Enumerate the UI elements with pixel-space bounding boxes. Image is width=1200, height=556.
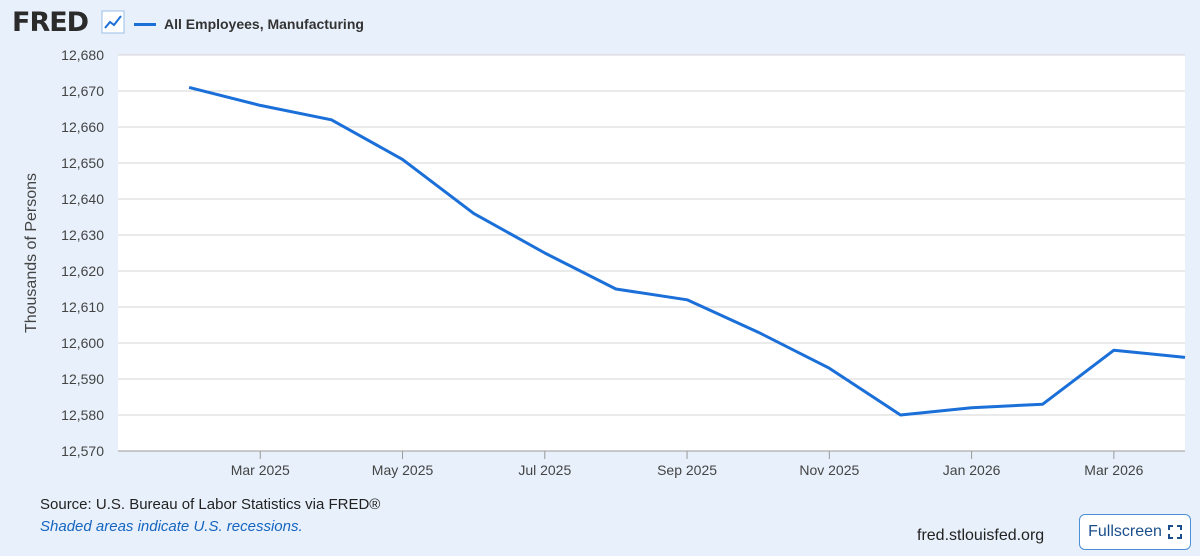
- line-chart-icon: [101, 10, 125, 34]
- data-point[interactable]: [254, 99, 266, 111]
- data-point[interactable]: [1108, 344, 1120, 356]
- fullscreen-label: Fullscreen: [1088, 523, 1162, 540]
- x-tick-label: Jan 2026: [943, 462, 1001, 478]
- data-point[interactable]: [1179, 351, 1191, 363]
- data-point[interactable]: [823, 362, 835, 374]
- data-point[interactable]: [752, 326, 764, 338]
- y-tick-label: 12,670: [61, 83, 104, 99]
- data-point[interactable]: [183, 81, 195, 93]
- data-point[interactable]: [1037, 398, 1049, 410]
- y-tick-label: 12,600: [61, 335, 104, 351]
- y-tick-label: 12,660: [61, 119, 104, 135]
- y-axis-label: Thousands of Persons: [23, 173, 40, 333]
- y-tick-label: 12,650: [61, 155, 104, 171]
- line-chart: 12,570 12,580 12,590 12,600 12,610 12,620 12,6…: [23, 47, 1191, 478]
- data-point[interactable]: [894, 409, 906, 421]
- fred-logo[interactable]: FRED: [12, 7, 89, 38]
- x-tick-label: May 2025: [372, 462, 434, 478]
- data-point[interactable]: [966, 402, 978, 414]
- expand-icon: [1167, 525, 1182, 539]
- legend-swatch: [134, 22, 156, 26]
- y-tick-label: 12,630: [61, 227, 104, 243]
- plot-area: [118, 55, 1185, 451]
- legend: All Employees, Manufacturing: [134, 12, 364, 36]
- data-point[interactable]: [610, 283, 622, 295]
- chart-header: FRED All Employees, Manufacturing: [0, 0, 1200, 50]
- y-tick-label: 12,570: [61, 443, 104, 459]
- y-tick-label: 12,640: [61, 191, 104, 207]
- fred-url[interactable]: fred.stlouisfed.org: [917, 527, 1045, 544]
- source-text: Source: U.S. Bureau of Labor Statistics …: [40, 496, 381, 513]
- data-point[interactable]: [325, 114, 337, 126]
- y-tick-label: 12,680: [61, 47, 104, 63]
- fullscreen-button[interactable]: Fullscreen: [1079, 514, 1191, 550]
- x-tick-label: Sep 2025: [657, 462, 717, 478]
- y-tick-label: 12,580: [61, 407, 104, 423]
- x-tick-label: Nov 2025: [799, 462, 859, 478]
- data-point[interactable]: [397, 153, 409, 165]
- data-point[interactable]: [681, 294, 693, 306]
- data-point[interactable]: [468, 207, 480, 219]
- legend-label[interactable]: All Employees, Manufacturing: [164, 16, 364, 32]
- series-line[interactable]: [188, 85, 1186, 417]
- data-point[interactable]: [539, 247, 551, 259]
- y-tick-label: 12,590: [61, 371, 104, 387]
- y-tick-label: 12,610: [61, 299, 104, 315]
- y-tick-label: 12,620: [61, 263, 104, 279]
- recession-note: Shaded areas indicate U.S. recessions.: [40, 518, 303, 535]
- x-tick-label: Mar 2025: [231, 462, 290, 478]
- x-tick-label: Jul 2025: [518, 462, 571, 478]
- x-tick-label: Mar 2026: [1084, 462, 1143, 478]
